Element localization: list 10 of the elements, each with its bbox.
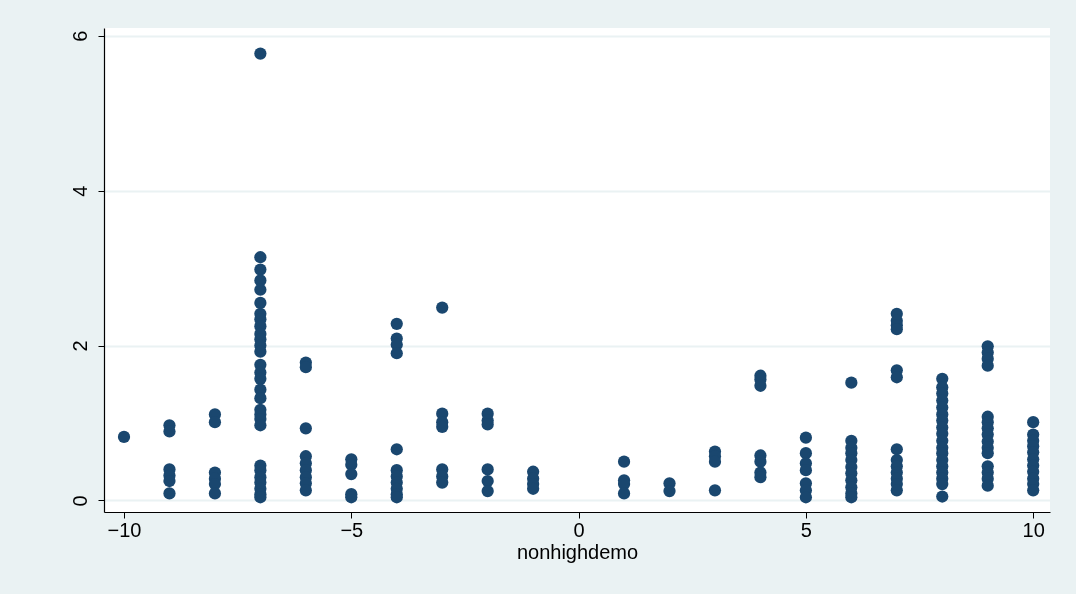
y-tick-label: 4	[68, 185, 91, 197]
y-tick-label: 2	[68, 340, 91, 352]
x-tick-label: −10	[107, 518, 142, 541]
y-tick-label: 6	[68, 30, 91, 42]
x-tick-label: 5	[800, 518, 812, 541]
x-tick-label: −5	[340, 518, 364, 541]
x-tick-label: 10	[1022, 518, 1045, 541]
x-tick-label: 0	[573, 518, 585, 541]
x-axis-title: nonhighdemo	[516, 540, 639, 563]
y-tick-label: 0	[68, 495, 91, 507]
